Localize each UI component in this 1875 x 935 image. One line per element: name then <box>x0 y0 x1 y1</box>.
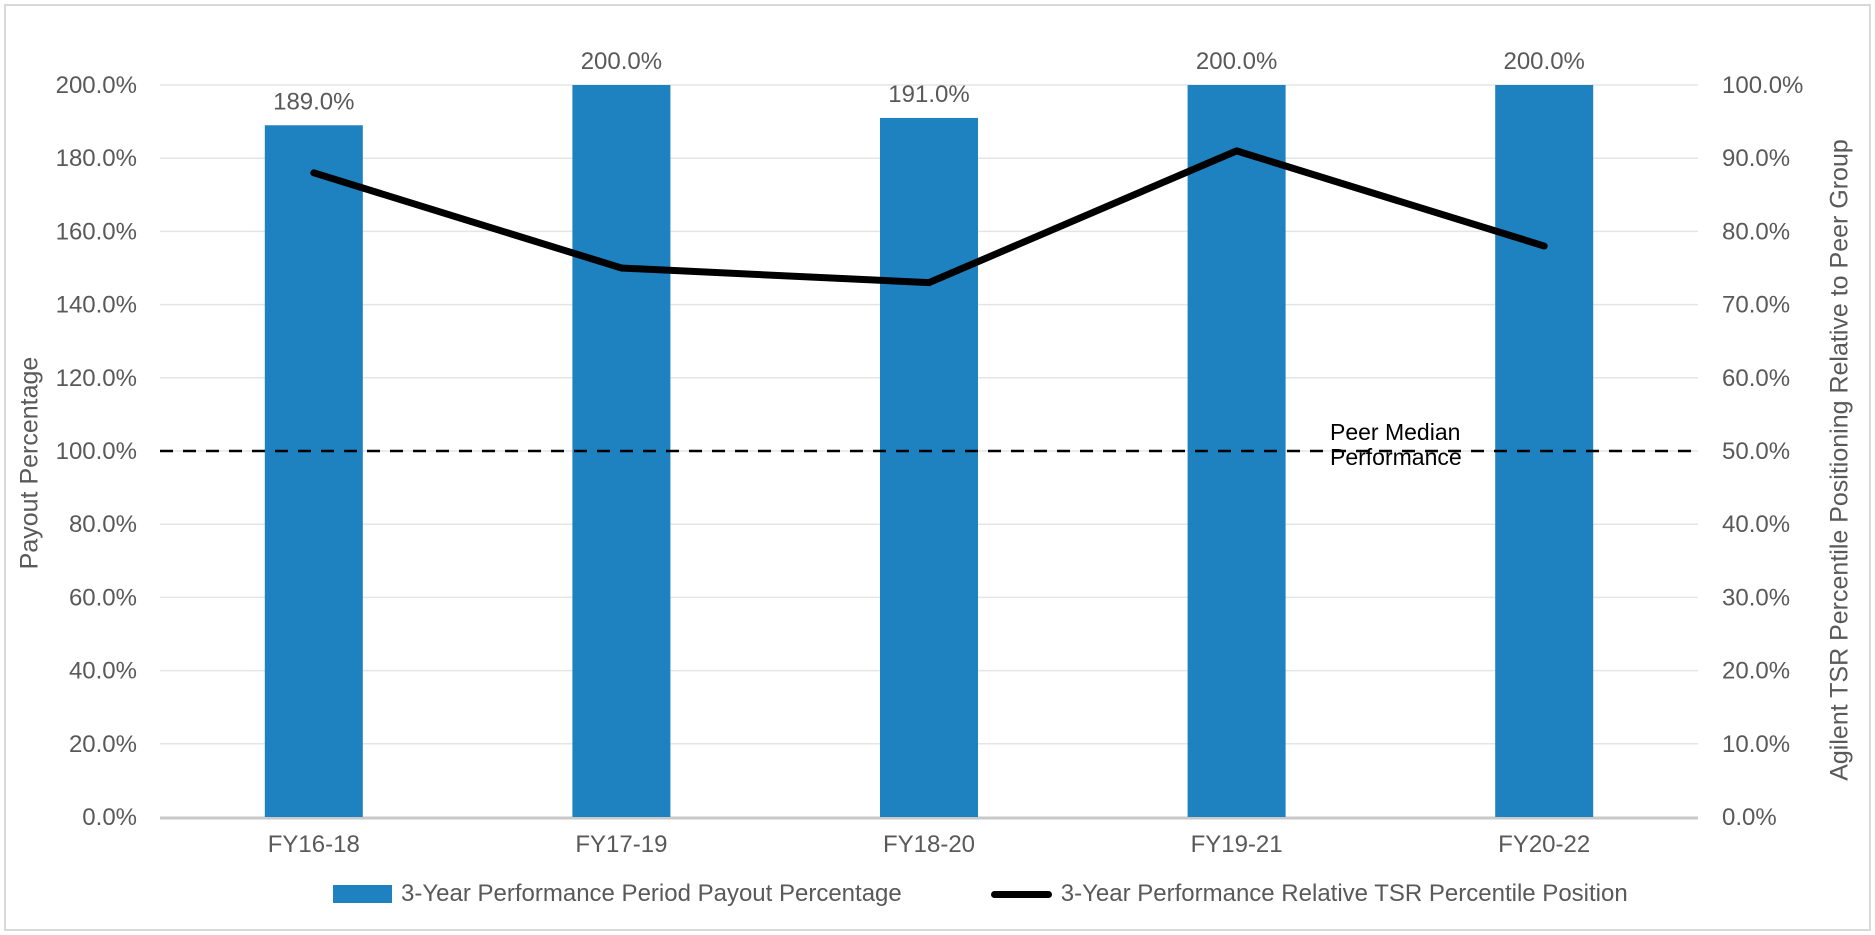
right-axis-tick: 20.0% <box>1722 658 1790 685</box>
line-series-swatch-icon <box>990 890 1052 898</box>
right-axis-tick: 50.0% <box>1722 438 1790 465</box>
bar-data-label: 189.0% <box>273 88 354 115</box>
left-axis-tick: 20.0% <box>69 731 137 758</box>
right-axis-tick: 10.0% <box>1722 731 1790 758</box>
left-axis-tick: 200.0% <box>56 72 137 99</box>
x-axis-label: FY16-18 <box>268 831 360 858</box>
legend-item-tsr: 3-Year Performance Relative TSR Percenti… <box>990 880 1628 908</box>
legend-item-payout: 3-Year Performance Period Payout Percent… <box>333 880 902 908</box>
peer-median-label-line2: Performance <box>1330 444 1462 470</box>
tsr-percentile-line <box>310 147 1548 287</box>
bar-data-label: 200.0% <box>1503 48 1584 75</box>
x-axis-label: FY17-19 <box>575 831 667 858</box>
payout-bar <box>880 117 978 817</box>
left-axis-tick: 140.0% <box>56 292 137 319</box>
bar-data-label: 200.0% <box>581 48 662 75</box>
legend-label-payout: 3-Year Performance Period Payout Percent… <box>401 880 902 907</box>
left-axis-tick: 160.0% <box>56 218 137 245</box>
right-axis-tick: 0.0% <box>1722 804 1777 831</box>
left-axis-tick: 0.0% <box>82 804 137 831</box>
right-axis-tick: 70.0% <box>1722 292 1790 319</box>
x-axis-label: FY19-21 <box>1191 831 1283 858</box>
peer-median-label-line1: Peer Median <box>1330 419 1461 445</box>
left-axis-title: Payout Percentage <box>15 356 44 570</box>
peer-median-label: Peer Median Performance <box>1330 420 1462 470</box>
left-axis-tick: 100.0% <box>56 438 137 465</box>
right-axis-tick: 100.0% <box>1722 72 1803 99</box>
bar-data-label: 191.0% <box>888 81 969 108</box>
legend-label-tsr: 3-Year Performance Relative TSR Percenti… <box>1060 880 1628 907</box>
legend: 3-Year Performance Period Payout Percent… <box>333 880 1628 908</box>
right-axis-tick: 40.0% <box>1722 511 1790 538</box>
x-axis-label: FY18-20 <box>883 831 975 858</box>
right-axis-tick: 90.0% <box>1722 145 1790 172</box>
x-axis-label: FY20-22 <box>1498 831 1590 858</box>
left-axis-tick: 120.0% <box>56 365 137 392</box>
bar-series-swatch-icon <box>333 885 392 903</box>
right-axis-title: Agilent TSR Percentile Positioning Relat… <box>1825 139 1854 781</box>
bar-data-label: 200.0% <box>1196 48 1277 75</box>
payout-bar <box>264 125 363 817</box>
left-axis-tick: 40.0% <box>69 658 137 685</box>
left-axis-tick: 80.0% <box>69 511 137 538</box>
left-axis-tick: 60.0% <box>69 584 137 611</box>
right-axis-tick: 30.0% <box>1722 584 1790 611</box>
right-axis-tick: 60.0% <box>1722 365 1790 392</box>
left-axis-tick: 180.0% <box>56 145 137 172</box>
right-axis-tick: 80.0% <box>1722 218 1790 245</box>
